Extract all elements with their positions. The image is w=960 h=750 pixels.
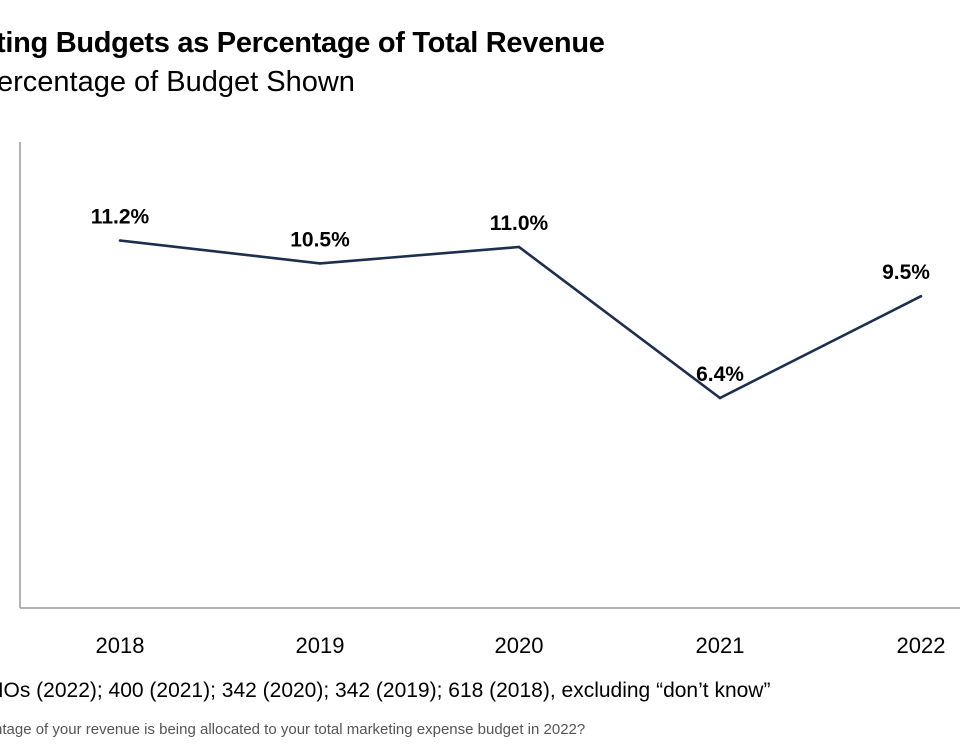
- x-tick-label: 2018: [96, 633, 145, 658]
- data-label: 9.5%: [882, 261, 930, 284]
- x-tick-label: 2021: [696, 633, 745, 658]
- survey-question-note: ntage of your revenue is being allocated…: [0, 721, 586, 738]
- data-point: [318, 262, 322, 265]
- data-label: 11.2%: [91, 206, 150, 229]
- data-label: 11.0%: [490, 212, 549, 235]
- x-tick-label: 2019: [296, 633, 345, 658]
- data-point: [718, 396, 722, 400]
- data-point: [118, 239, 122, 242]
- x-tick-label: 2020: [495, 633, 544, 658]
- source-note: MOs (2022); 400 (2021); 342 (2020); 342 …: [0, 679, 771, 702]
- x-tick-label: 2022: [897, 633, 946, 658]
- chart-title: ting Budgets as Percentage of Total Reve…: [0, 27, 605, 59]
- chart-axes: 2018 2019 2020 2021 2022: [19, 142, 960, 658]
- data-point: [919, 294, 923, 298]
- data-point: [517, 245, 521, 249]
- data-label: 6.4%: [696, 363, 744, 386]
- chart-marks: 11.2% 10.5% 11.0% 6.4% 9.5%: [91, 206, 930, 400]
- data-label: 10.5%: [290, 228, 350, 251]
- chart-subtitle: ercentage of Budget Shown: [0, 66, 355, 98]
- series-line: [119, 239, 922, 400]
